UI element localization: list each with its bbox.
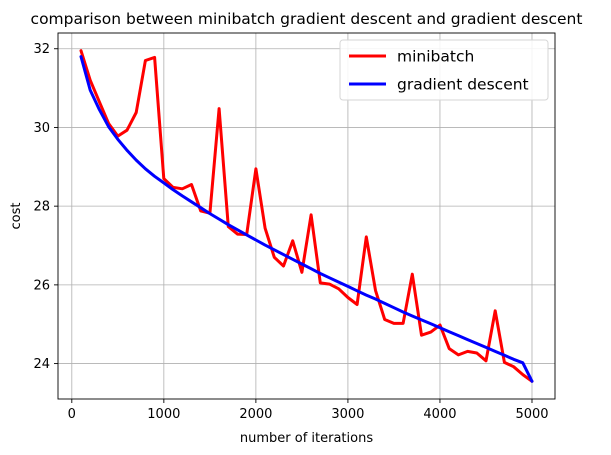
x-axis: 0 1000 2000 3000 4000 5000 bbox=[68, 399, 549, 422]
y-tick-label: 28 bbox=[33, 200, 50, 215]
x-tick-label: 4000 bbox=[423, 407, 456, 422]
y-tick-label: 30 bbox=[33, 121, 50, 136]
y-tick-label: 26 bbox=[33, 278, 50, 293]
series-line-minibatch bbox=[79, 49, 534, 383]
x-tick-label: 0 bbox=[68, 407, 76, 422]
x-tick-label: 1000 bbox=[147, 407, 180, 422]
y-tick-label: 24 bbox=[33, 357, 50, 372]
legend-box bbox=[339, 39, 549, 101]
x-axis-title: number of iterations bbox=[240, 431, 373, 446]
legend-label-gradient-descent: gradient descent bbox=[397, 76, 529, 94]
plot-frame bbox=[57, 32, 556, 400]
x-tick-label: 5000 bbox=[515, 407, 548, 422]
y-tick-label: 32 bbox=[33, 42, 50, 57]
legend-label-minibatch: minibatch bbox=[397, 48, 474, 66]
x-tick-label: 2000 bbox=[239, 407, 272, 422]
series-line-gradient-descent bbox=[79, 55, 534, 383]
chart-title: comparison between minibatch gradient de… bbox=[31, 10, 583, 28]
y-axis: 24 26 28 30 32 bbox=[33, 42, 58, 372]
series-layer bbox=[79, 49, 534, 383]
y-axis-title: cost bbox=[9, 203, 24, 230]
x-tick-label: 3000 bbox=[331, 407, 364, 422]
legend: minibatch gradient descent bbox=[339, 39, 549, 101]
